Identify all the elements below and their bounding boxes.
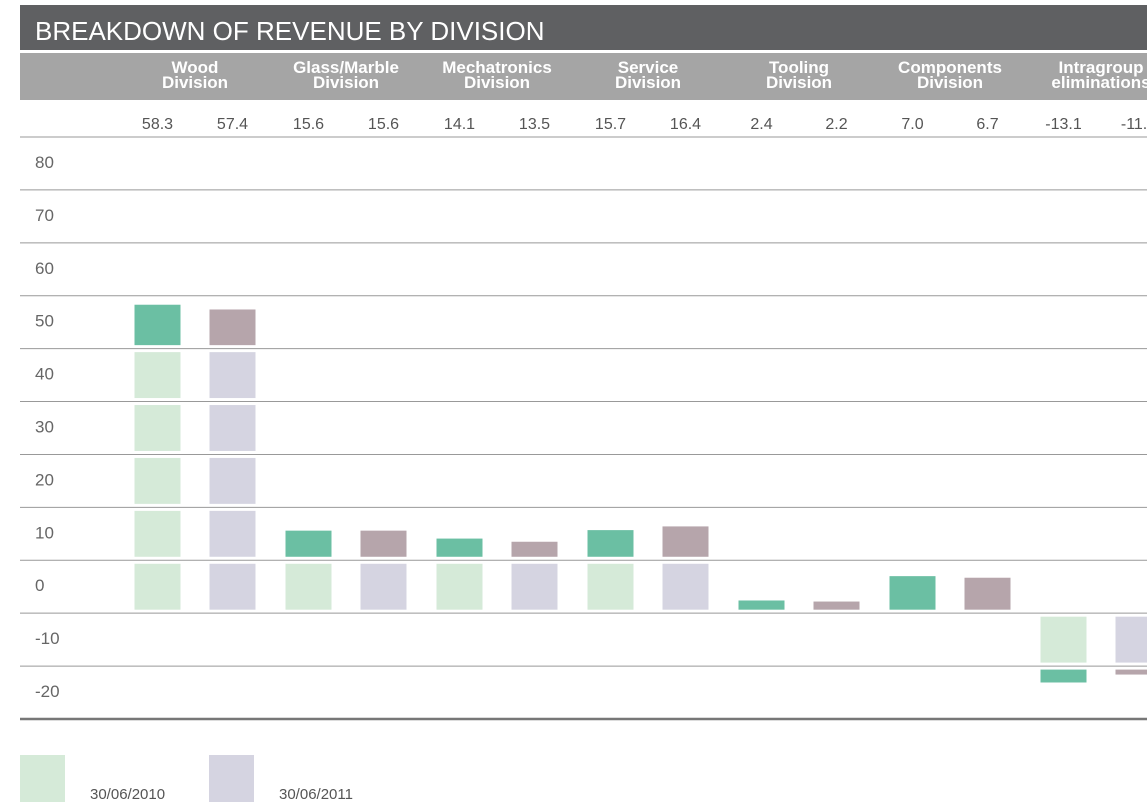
value-label: 6.7 <box>976 116 998 133</box>
bar-block <box>209 405 256 451</box>
value-label: 58.3 <box>142 116 173 133</box>
bar-block <box>360 563 407 610</box>
title-bar <box>20 5 1147 50</box>
category-label: Wood Division <box>161 58 229 92</box>
value-label: 15.7 <box>595 116 626 133</box>
bar-partial <box>1040 669 1087 683</box>
bar-block <box>1115 616 1147 663</box>
y-tick-label: 10 <box>35 523 54 542</box>
value-label: 57.4 <box>217 116 248 133</box>
value-label: 15.6 <box>368 116 399 133</box>
bar-block <box>285 563 332 610</box>
bar-block <box>662 563 709 610</box>
category-label: Service Division <box>614 58 682 92</box>
value-label: 14.1 <box>444 116 475 133</box>
y-tick-label: 40 <box>35 365 54 384</box>
bar-partial <box>813 601 860 610</box>
legend-swatch <box>20 755 65 802</box>
value-label: -13.1 <box>1045 116 1082 133</box>
category-label: Components Division <box>898 58 1002 92</box>
bar-block <box>134 510 181 557</box>
legend-label: 30/06/2010 <box>90 786 165 802</box>
y-tick-label: 80 <box>35 153 54 172</box>
value-label: 15.6 <box>293 116 324 133</box>
bar-block <box>511 563 558 610</box>
bar-block <box>1040 616 1087 663</box>
category-label: Mechatronics Division <box>442 58 552 92</box>
bar-block <box>134 457 181 504</box>
bar-partial <box>511 541 558 557</box>
bar-partial <box>662 526 709 557</box>
value-label: 2.4 <box>750 116 772 133</box>
bar-partial <box>436 538 483 557</box>
y-tick-label: 60 <box>35 259 54 278</box>
header-bar <box>20 53 1147 100</box>
bar-block <box>209 563 256 610</box>
bar-partial <box>360 530 407 557</box>
bar-partial <box>889 576 936 610</box>
chart-title: BREAKDOWN OF REVENUE BY DIVISION <box>35 16 545 46</box>
y-tick-label: 20 <box>35 470 54 489</box>
bar-partial <box>587 530 634 557</box>
bar-block <box>209 352 256 399</box>
bar-block <box>209 457 256 504</box>
bar-block <box>134 405 181 451</box>
bar-partial <box>209 309 256 346</box>
value-label: 2.2 <box>825 116 847 133</box>
y-tick-label: 50 <box>35 312 54 331</box>
category-label: Tooling Division <box>765 58 833 92</box>
bar-block <box>209 510 256 557</box>
bar-block <box>436 563 483 610</box>
value-label: 7.0 <box>901 116 923 133</box>
value-label: -11.6 <box>1121 116 1147 133</box>
value-label: 13.5 <box>519 116 550 133</box>
y-tick-label: 70 <box>35 206 54 225</box>
legend-label: 30/06/2011 <box>279 786 353 802</box>
bar-block <box>587 563 634 610</box>
bar-block <box>134 352 181 399</box>
category-label: Intragroup eliminations <box>1051 58 1147 92</box>
bar-partial <box>134 304 181 346</box>
y-tick-label: 0 <box>35 576 44 595</box>
bar-partial <box>1115 669 1147 675</box>
bar-partial <box>964 577 1011 610</box>
bar-partial <box>738 600 785 610</box>
y-tick-label: -20 <box>35 682 60 701</box>
bar-partial <box>285 530 332 557</box>
value-label: 16.4 <box>670 116 701 133</box>
bar-block <box>134 563 181 610</box>
legend-swatch <box>209 755 254 802</box>
y-tick-label: 30 <box>35 417 54 436</box>
category-label: Glass/Marble Division <box>293 58 399 92</box>
y-tick-label: -10 <box>35 629 60 648</box>
